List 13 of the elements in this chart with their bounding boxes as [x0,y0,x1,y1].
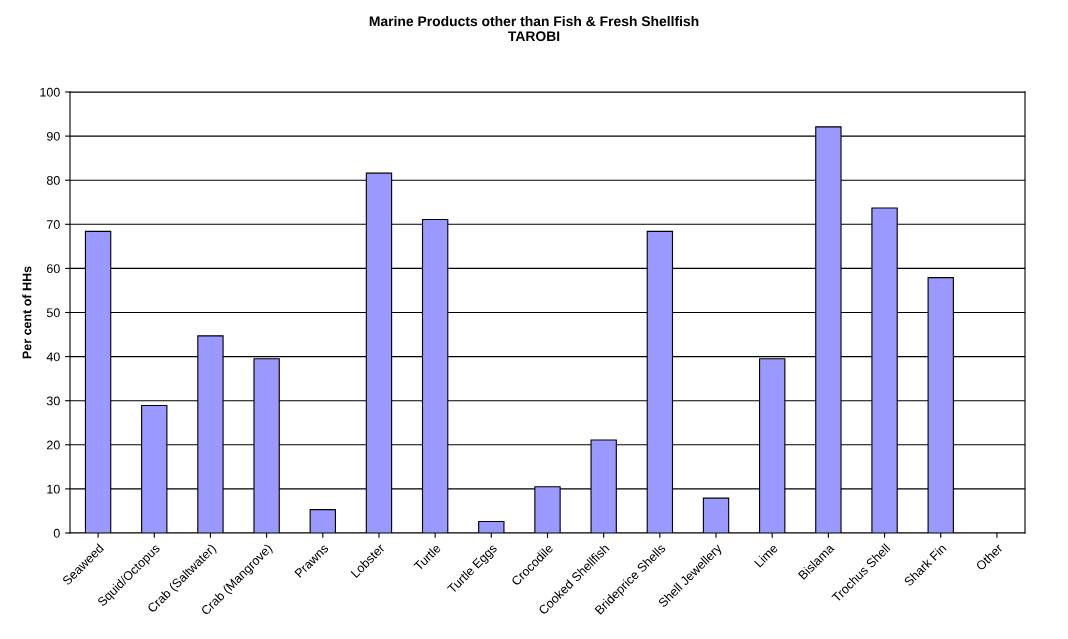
y-tick-label: 90 [46,131,60,141]
y-tick-label: 30 [46,396,60,406]
y-tick-label: 10 [47,484,60,494]
y-tick-label: 80 [46,176,60,185]
y-tick-label: 100 [40,87,60,97]
y-axis-title: Per cent of HHs [22,266,32,359]
chart-title: Marine Products other than Fish & Fresh Shellfish TAROBI [369,15,699,42]
y-tick-label: 70 [47,220,60,229]
y-tick-label: 50 [46,308,60,318]
y-tick-label: 20 [47,440,60,450]
y-tick-label: 60 [47,264,60,274]
y-tick-label: 40 [46,352,60,362]
y-tick-label: 0 [53,528,60,538]
